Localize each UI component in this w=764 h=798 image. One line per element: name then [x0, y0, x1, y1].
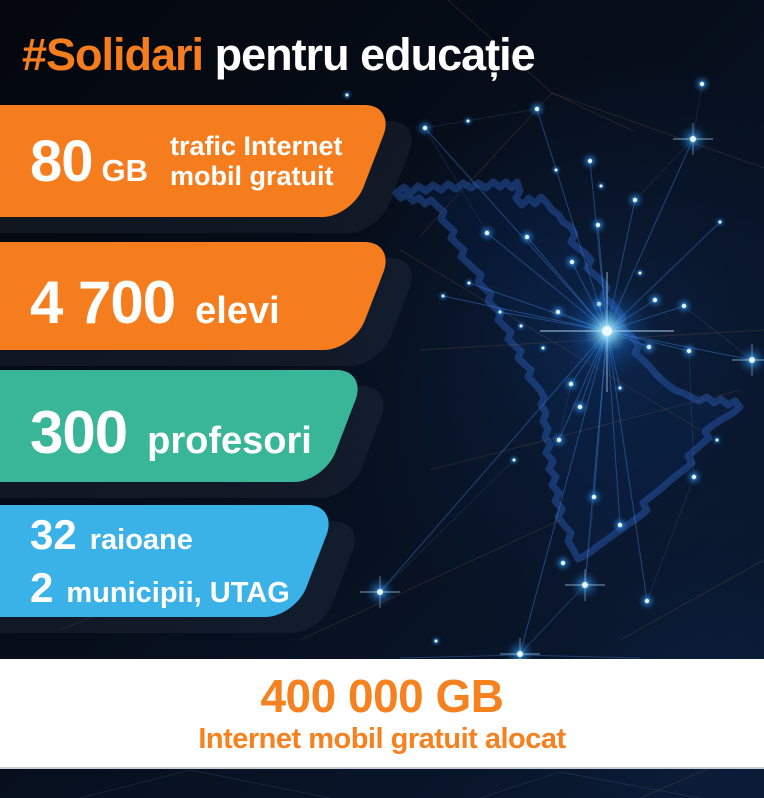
stat-label: profesori [147, 420, 312, 462]
stat-number-municipalities: 2 [30, 563, 54, 611]
footer-total: 400 000 GB [260, 670, 504, 722]
network-dots [341, 74, 764, 670]
stat-label: elevi [195, 290, 280, 332]
stat-label: trafic Internet mobil gratuit [170, 131, 343, 191]
stat-label-line2: mobil gratuit [170, 161, 334, 191]
stat-label-districts: raioane [89, 523, 193, 556]
footer-summary: 400 000 GB Internet mobil gratuit alocat [0, 659, 764, 769]
footer-text: 400 000 GB Internet mobil gratuit alocat [0, 670, 764, 756]
stat-banner-internet: 80 GB trafic Internet mobil gratuit [0, 105, 422, 233]
hub-star [540, 272, 674, 392]
stat-number: 300 [30, 399, 128, 466]
stat-unit: GB [101, 152, 149, 188]
stat-banner-teachers: 300 profesori [0, 370, 393, 498]
stat-number: 80 [30, 128, 94, 194]
stat-number-districts: 32 [30, 510, 77, 558]
title-rest: pentru educație [203, 29, 536, 80]
page-title: #Solidari pentru educație [22, 29, 536, 80]
title-hashtag: #Solidari [22, 29, 204, 80]
stat-banner-regions: 32 raioane 2 municipii, UTAG [0, 505, 364, 633]
footer-label: Internet mobil gratuit alocat [198, 723, 566, 755]
stat-banner-students: 4 700 elevi [0, 242, 422, 366]
stat-number: 4 700 [30, 269, 176, 336]
stat-label-municipalities: municipii, UTAG [66, 576, 290, 609]
stat-label-line1: trafic Internet [170, 131, 343, 161]
